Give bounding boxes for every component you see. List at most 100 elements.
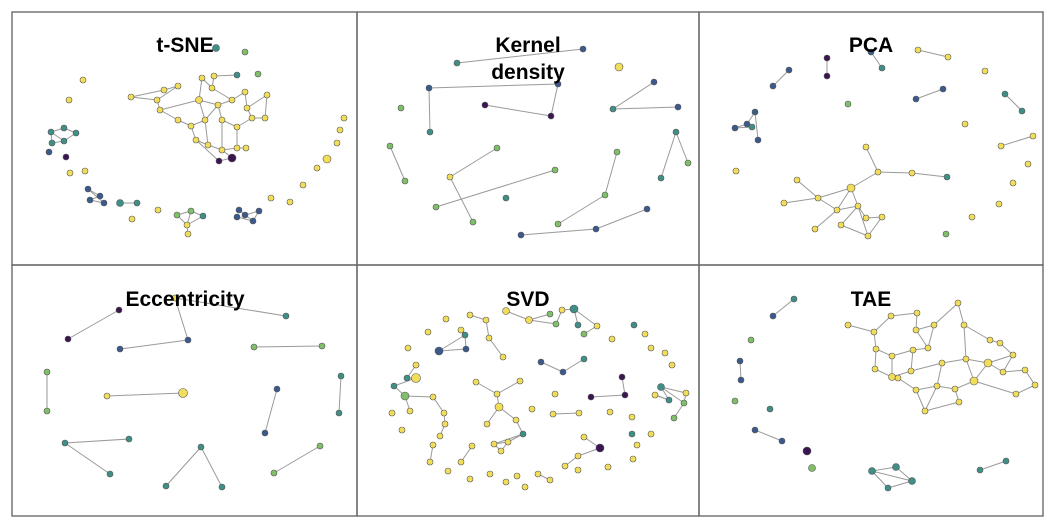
ecc-graph-node xyxy=(282,312,290,320)
tae-graph-edge xyxy=(871,470,889,489)
svd-graph-node xyxy=(574,452,582,460)
pca-graph-edge xyxy=(911,172,948,178)
pca-graph-node xyxy=(981,67,989,75)
tae-graph-edge xyxy=(924,401,960,412)
tae-graph-edge xyxy=(871,470,913,482)
pca-graph-edge xyxy=(836,205,859,211)
tae-graph-node xyxy=(892,463,900,471)
tsne-graph-node xyxy=(128,215,136,223)
kd-graph-edge xyxy=(604,151,618,196)
svd-graph-edge xyxy=(552,412,580,415)
tae-graph-node xyxy=(1009,351,1017,359)
tsne-graph-edge xyxy=(130,89,165,98)
panel-title-kernel-density: Kernel density xyxy=(491,34,565,84)
kd-graph-node xyxy=(672,128,680,136)
pca-graph-edge xyxy=(783,197,819,204)
kd-graph-node xyxy=(401,177,409,185)
ecc-graph-edge xyxy=(174,297,287,317)
tsne-graph-node xyxy=(60,137,68,145)
tsne-graph-node xyxy=(215,157,223,165)
tae-graph-edge xyxy=(897,377,917,391)
tsne-graph-node xyxy=(153,96,161,104)
tsne-graph-node xyxy=(154,206,162,214)
svd-graph-node xyxy=(525,316,533,324)
tsne-graph-node xyxy=(242,144,250,152)
pca-graph-node xyxy=(997,142,1005,150)
svd-graph-node xyxy=(606,408,614,416)
tsne-graph-node xyxy=(195,96,203,104)
kd-graph-node xyxy=(613,148,621,156)
tsne-graph-node xyxy=(267,194,275,202)
tsne-graph-node xyxy=(214,101,222,109)
svd-graph-node xyxy=(457,326,465,334)
svd-graph-node xyxy=(528,405,536,413)
tae-graph-node xyxy=(894,374,902,382)
svd-graph-edge xyxy=(438,348,467,352)
tae-graph-node xyxy=(1012,390,1020,398)
graph-nodes xyxy=(43,44,1039,492)
svd-graph-edge xyxy=(404,395,434,398)
svd-graph-node xyxy=(466,475,474,483)
ecc-graph-node xyxy=(115,306,123,314)
pca-graph-edge xyxy=(840,205,859,226)
tsne-graph-node xyxy=(160,86,168,94)
tae-graph-node xyxy=(778,437,786,445)
kd-graph-node xyxy=(579,45,587,53)
tae-graph-node xyxy=(951,385,959,393)
svd-graph-node xyxy=(587,393,595,401)
ecc-graph-edge xyxy=(119,339,189,350)
kd-graph-node xyxy=(684,159,692,167)
pca-graph-edge xyxy=(796,179,819,199)
kd-graph-node xyxy=(425,84,433,92)
tae-graph-node xyxy=(960,321,968,329)
tsne-graph-node xyxy=(233,213,241,221)
pca-graph-edge xyxy=(1004,93,1023,112)
kd-graph-node xyxy=(609,105,617,113)
kd-graph-node xyxy=(469,218,477,226)
pca-graph-node xyxy=(751,108,759,116)
ecc-graph-edge xyxy=(253,345,323,348)
tsne-graph-node xyxy=(116,199,124,207)
svd-graph-node xyxy=(651,391,659,399)
tae-graph-node xyxy=(909,346,917,354)
ecc-graph-node xyxy=(184,336,192,344)
svd-graph-node xyxy=(633,441,641,449)
ecc-graph-edge xyxy=(200,446,223,488)
pca-graph-node xyxy=(912,95,920,103)
tsne-graph-node xyxy=(127,93,135,101)
tae-graph-node xyxy=(871,365,879,373)
svd-graph-node xyxy=(621,391,629,399)
pca-graph-node xyxy=(1029,132,1037,140)
svd-graph-node xyxy=(558,306,566,314)
kd-graph-edge xyxy=(612,81,655,110)
tsne-graph-node xyxy=(174,116,182,124)
svd-graph-edge xyxy=(438,334,466,352)
ecc-graph-node xyxy=(116,345,124,353)
tsne-graph-node xyxy=(65,96,73,104)
pca-graph-node xyxy=(874,168,882,176)
ecc-graph-node xyxy=(318,342,326,350)
pca-graph-edge xyxy=(915,88,944,100)
tsne-graph-node xyxy=(100,199,108,207)
ecc-graph-node xyxy=(250,343,258,351)
tae-graph-node xyxy=(996,339,1004,347)
tae-graph-node xyxy=(1002,457,1010,465)
svd-graph-node xyxy=(497,447,505,455)
tsne-graph-node xyxy=(254,70,262,78)
svd-graph-node xyxy=(549,410,557,418)
tae-graph-node xyxy=(802,446,812,456)
pca-graph-edge xyxy=(754,111,759,141)
tae-graph-node xyxy=(808,464,816,472)
tae-graph-node xyxy=(938,359,946,367)
tsne-graph-node xyxy=(255,207,263,215)
tsne-graph-node xyxy=(81,167,89,175)
tsne-graph-node xyxy=(96,192,104,200)
tsne-graph-edge xyxy=(213,74,238,77)
kd-graph-node xyxy=(674,103,682,111)
svd-graph-node xyxy=(434,346,444,356)
svd-graph-node xyxy=(580,433,588,441)
svd-graph-node xyxy=(534,470,542,478)
ecc-graph-node xyxy=(316,442,324,450)
svd-graph-edge xyxy=(540,361,564,373)
pca-graph-edge xyxy=(814,209,838,230)
